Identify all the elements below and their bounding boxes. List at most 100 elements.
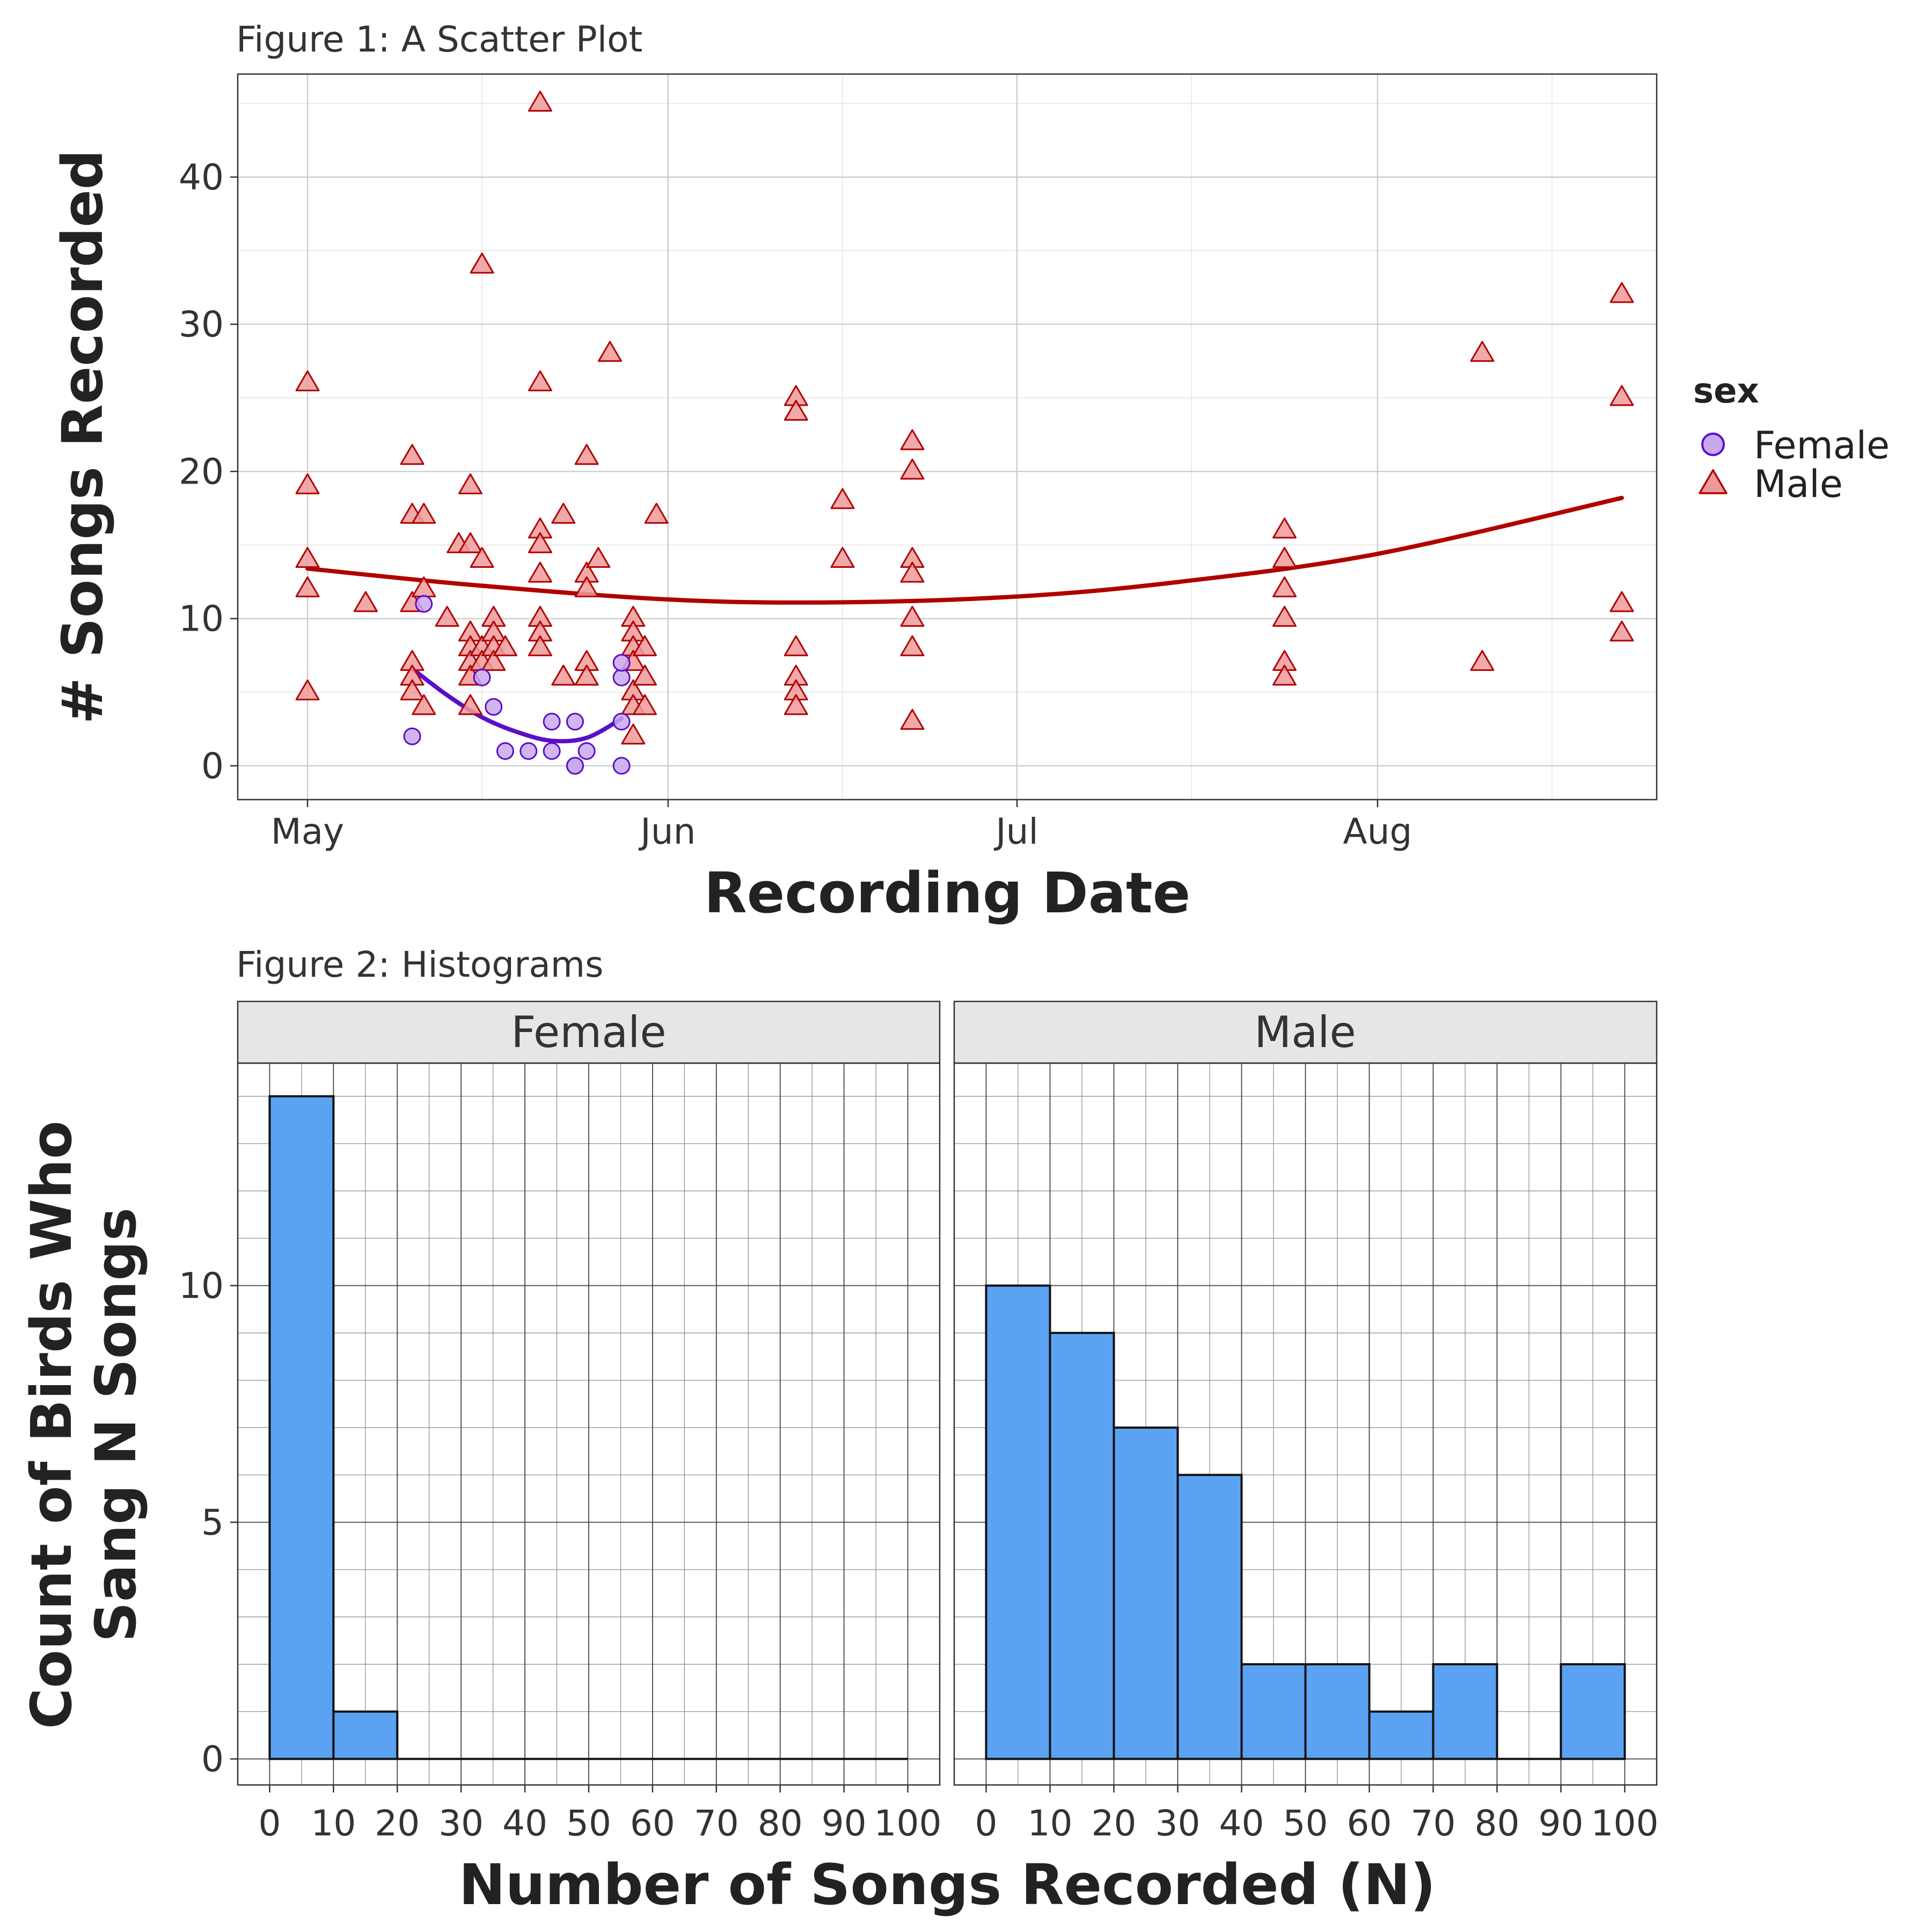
histogram-bar (1368, 1710, 1435, 1760)
histogram-female-bars (268, 1095, 908, 1760)
x-tick-label: Jul (993, 811, 1038, 852)
scatter-y-ticks: 0 10 20 30 40 (179, 157, 238, 787)
x-tick-label: 60 (630, 1803, 675, 1844)
point-male (481, 650, 506, 671)
histogram-bar (1560, 1663, 1626, 1760)
scatter-x-axis-title: Recording Date (704, 860, 1191, 926)
y-tick-label: 10 (179, 598, 224, 640)
histogram-y-axis-title-line2: Sang N Songs (83, 1208, 149, 1642)
x-tick-label: 60 (1347, 1803, 1392, 1844)
point-male (295, 547, 320, 568)
histogram-panel-female: Female 0 10 20 30 40 50 60 70 80 90 100 (237, 1000, 942, 1844)
x-tick-label: Jun (638, 811, 696, 852)
point-male (1609, 282, 1634, 303)
x-tick-label: 0 (258, 1803, 281, 1844)
point-male (353, 591, 378, 612)
point-male (528, 370, 552, 392)
x-tick-label: Aug (1343, 811, 1412, 852)
point-male (458, 473, 482, 495)
point-male (574, 664, 599, 686)
point-male (1609, 591, 1634, 612)
point-male (458, 694, 482, 715)
point-male (528, 91, 552, 112)
scatter-panel-border (237, 73, 1658, 801)
histogram-male-bars (985, 1284, 1626, 1760)
x-tick-label: 80 (1475, 1803, 1520, 1844)
y-tick-label: 40 (179, 157, 224, 198)
x-tick-label: 70 (694, 1803, 739, 1844)
histogram-y-axis-title: Count of Birds Who Sang N Songs (19, 1121, 149, 1729)
point-male (528, 532, 552, 553)
point-male (633, 694, 657, 715)
x-tick-label: 80 (758, 1803, 803, 1844)
point-male (1272, 547, 1297, 568)
point-male (830, 547, 855, 568)
point-male (1470, 341, 1495, 362)
x-tick-label: 40 (1219, 1803, 1264, 1844)
histogram-figure: Figure 2: Histograms Female 0 10 20 30 40 50 6… (19, 944, 1658, 1918)
legend-female-key (1701, 433, 1725, 456)
x-tick-label: 0 (975, 1803, 998, 1844)
point-male (574, 444, 599, 465)
point-male (1272, 576, 1297, 598)
point-male (1272, 664, 1297, 686)
histogram-y-axis-title-line1: Count of Birds Who (19, 1121, 84, 1729)
point-male (644, 502, 669, 524)
point-female (415, 595, 433, 613)
strip-male-label: Male (1254, 1007, 1356, 1057)
histogram-bar (1113, 1426, 1179, 1760)
point-male (458, 532, 482, 553)
point-female (566, 757, 584, 775)
x-tick-label: May (271, 811, 344, 852)
x-tick-label: 50 (1283, 1803, 1328, 1844)
y-tick-label: 0 (201, 745, 224, 787)
point-male (598, 341, 623, 362)
point-male (784, 694, 808, 715)
point-male (900, 605, 925, 627)
x-tick-label: 10 (1028, 1803, 1073, 1844)
strip-female-label: Female (511, 1007, 666, 1057)
legend-male-label: Male (1754, 462, 1843, 506)
point-male (470, 547, 494, 568)
scatter-y-axis-title: # Songs Recorded (50, 150, 115, 724)
point-male (784, 399, 808, 421)
x-tick-label: 100 (874, 1803, 942, 1844)
point-female (543, 713, 561, 731)
y-tick-label: 30 (179, 304, 224, 345)
point-male (412, 694, 436, 715)
x-tick-label: 40 (502, 1803, 547, 1844)
point-male (295, 576, 320, 598)
point-male (493, 635, 517, 656)
point-female (543, 742, 561, 760)
histogram-y-ticks: 0 5 10 (179, 1265, 238, 1780)
legend-female-label: Female (1754, 423, 1890, 467)
point-male (574, 576, 599, 598)
point-male (830, 488, 855, 509)
point-female (612, 654, 631, 672)
point-male (633, 664, 657, 686)
scatter-points (295, 91, 1634, 775)
strip-male (953, 1000, 1658, 1064)
histogram-panel-male: Male 0 10 20 30 40 50 60 70 80 90 100 (953, 1000, 1659, 1844)
histogram-bar (268, 1095, 335, 1760)
point-female (612, 757, 631, 775)
x-tick-label: 100 (1591, 1803, 1659, 1844)
point-male (900, 635, 925, 656)
point-male (900, 429, 925, 450)
x-tick-label: 30 (1155, 1803, 1201, 1844)
point-female (519, 742, 538, 760)
point-male (412, 502, 436, 524)
histogram-bar (1176, 1474, 1243, 1760)
point-male (1609, 385, 1634, 406)
point-male (528, 635, 552, 656)
x-tick-label: 10 (311, 1803, 356, 1844)
trend-line-female (410, 666, 624, 744)
histogram-bar (1304, 1663, 1371, 1760)
point-female (473, 668, 491, 686)
histogram-bar (1049, 1331, 1115, 1760)
point-male (633, 635, 657, 656)
histogram-bar (1432, 1663, 1498, 1760)
point-male (784, 635, 808, 656)
scatter-trend-lines (305, 495, 1624, 744)
